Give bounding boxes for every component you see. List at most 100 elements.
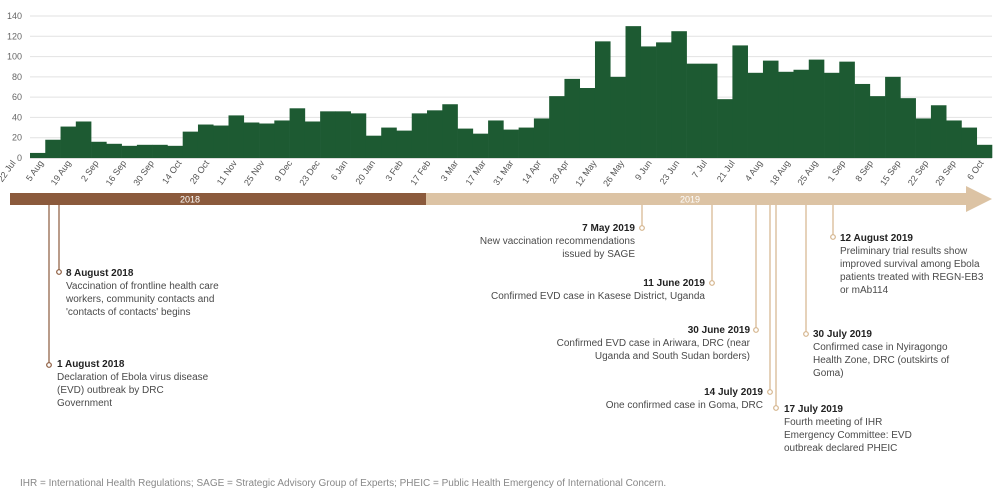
- event-date: 30 June 2019: [687, 325, 750, 336]
- y-tick-label: 60: [12, 92, 22, 102]
- x-tick-label: 14 Apr: [520, 158, 543, 185]
- bar: [930, 105, 947, 158]
- bar: [365, 135, 382, 158]
- bar: [778, 71, 794, 158]
- bar: [762, 60, 779, 158]
- event-date: 7 May 2019: [582, 223, 635, 234]
- bar: [732, 45, 748, 158]
- event-30-jul-2019: 30 July 2019 Confirmed case in Nyiragong…: [813, 328, 953, 380]
- x-tick-label: 1 Sep: [826, 158, 848, 183]
- x-tick-label: 25 Aug: [795, 158, 819, 187]
- connector-dot: [803, 331, 809, 337]
- event-description: Preliminary trial results show improved …: [840, 246, 984, 296]
- bar: [915, 118, 932, 158]
- x-tick-label: 3 Feb: [383, 158, 404, 183]
- bar: [152, 144, 168, 158]
- bar: [442, 104, 458, 158]
- bar: [75, 121, 92, 158]
- event-description: Declaration of Ebola virus disease (EVD)…: [57, 372, 209, 409]
- bar: [91, 141, 107, 158]
- timeline-arrow-head: [966, 186, 992, 212]
- timeline-bar-2019: [426, 193, 976, 205]
- y-tick-label: 80: [12, 72, 22, 82]
- bar: [243, 122, 260, 158]
- bar: [213, 125, 229, 158]
- bar: [686, 63, 703, 158]
- event-description: Vaccination of frontline health care wor…: [66, 281, 219, 318]
- y-axis: 0 20 40 60 80 100 120 140: [7, 11, 22, 163]
- event-17-jul-2019: 17 July 2019 Fourth meeting of IHR Emerg…: [784, 403, 934, 455]
- x-tick-label: 16 Sep: [104, 158, 129, 187]
- bar: [136, 144, 153, 158]
- bar: [824, 72, 840, 158]
- bar: [946, 120, 962, 158]
- x-tick-label: 22 Sep: [906, 158, 931, 187]
- bar: [640, 46, 657, 158]
- x-tick-label: 8 Sep: [853, 158, 875, 183]
- x-tick-label: 30 Sep: [131, 158, 156, 187]
- bar: [839, 61, 855, 158]
- bar: [228, 115, 245, 158]
- x-tick-label: 12 May: [573, 158, 598, 188]
- connector-dot: [709, 280, 715, 286]
- bar: [854, 83, 871, 158]
- x-tick-label: 6 Oct: [965, 158, 986, 182]
- x-tick-label: 21 Jul: [715, 158, 737, 183]
- x-tick-label: 19 Aug: [49, 158, 73, 187]
- connector-dot: [773, 405, 779, 411]
- x-tick-label: 9 Jun: [633, 158, 654, 182]
- bar: [457, 128, 474, 158]
- event-description: New vaccination recommendations issued b…: [479, 236, 635, 260]
- x-axis: 22 Jul 5 Aug 19 Aug 2 Sep 16 Sep 30 Sep 14 Oct…: [0, 158, 986, 188]
- x-tick-label: 3 Mar: [439, 158, 460, 183]
- y-tick-label: 120: [7, 31, 22, 41]
- event-date: 14 July 2019: [704, 387, 763, 398]
- event-14-jul-2019: 14 July 2019 One confirmed case in Goma,…: [575, 386, 763, 412]
- x-tick-label: 28 Apr: [548, 158, 571, 185]
- bar: [976, 144, 993, 158]
- bar: [900, 98, 916, 158]
- x-tick-label: 9 Dec: [273, 158, 295, 183]
- y-tick-label: 0: [17, 153, 22, 163]
- bar: [182, 131, 199, 158]
- bar: [869, 96, 886, 158]
- x-tick-label: 2 Sep: [79, 158, 101, 183]
- connector-dot: [639, 225, 645, 231]
- x-tick-label: 31 Mar: [491, 158, 515, 187]
- y-tick-label: 100: [7, 52, 22, 62]
- event-11-jun-2019: 11 June 2019 Confirmed EVD case in Kases…: [455, 277, 705, 303]
- bar: [45, 139, 61, 158]
- event-description: One confirmed case in Goma, DRC: [605, 400, 763, 411]
- bar: [961, 127, 978, 158]
- event-12-aug-2019: 12 August 2019 Preliminary trial results…: [840, 232, 988, 297]
- timeline: 2018 2019: [10, 186, 992, 212]
- x-tick-label: 5 Aug: [24, 158, 45, 183]
- bar: [167, 145, 183, 158]
- bar: [518, 127, 535, 158]
- bar: [503, 129, 519, 158]
- bar: [335, 111, 351, 158]
- bar: [610, 76, 626, 158]
- x-tick-label: 20 Jan: [353, 158, 377, 186]
- x-tick-label: 25 Nov: [242, 158, 267, 188]
- x-tick-label: 6 Jan: [329, 158, 350, 182]
- bar: [564, 78, 581, 158]
- event-date: 17 July 2019: [784, 404, 843, 415]
- x-tick-label: 28 Oct: [188, 158, 212, 186]
- event-date: 30 July 2019: [813, 329, 872, 340]
- bar: [625, 26, 642, 158]
- bar: [594, 41, 611, 158]
- event-description: Confirmed EVD case in Kasese District, U…: [491, 291, 705, 302]
- bar: [747, 72, 764, 158]
- event-8-aug-2018: 8 August 2018 Vaccination of frontline h…: [66, 267, 251, 319]
- bar: [793, 69, 810, 158]
- year-label-2018: 2018: [180, 195, 200, 205]
- x-tick-label: 11 Nov: [215, 158, 239, 187]
- x-tick-label: 18 Aug: [768, 158, 792, 187]
- event-1-aug-2018: 1 August 2018 Declaration of Ebola virus…: [57, 358, 217, 410]
- x-tick-label: 22 Jul: [0, 158, 18, 183]
- connector-dot: [767, 389, 773, 395]
- bars: [30, 26, 993, 159]
- bar: [701, 63, 718, 158]
